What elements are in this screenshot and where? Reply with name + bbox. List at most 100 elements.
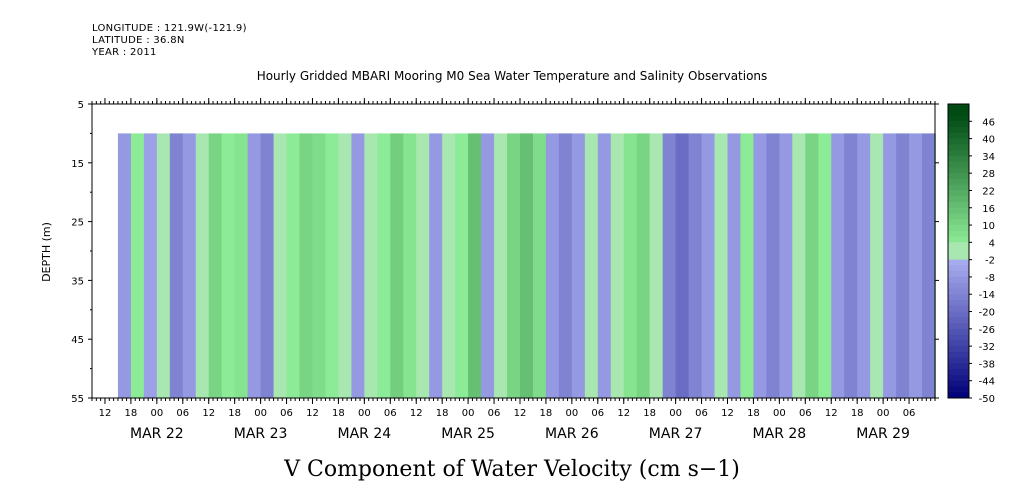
colorbar-band xyxy=(948,265,969,272)
colorbar-band xyxy=(948,127,969,134)
heatmap-column xyxy=(896,133,910,398)
colorbar-label: 28 xyxy=(982,169,995,180)
heatmap-column xyxy=(870,133,884,398)
heatmap-column xyxy=(442,133,456,398)
x-tick-label: 00 xyxy=(669,408,682,419)
colorbar-label: 16 xyxy=(982,204,995,215)
heatmap-column xyxy=(714,133,728,398)
heatmap-column xyxy=(299,133,313,398)
heatmap-column xyxy=(195,133,210,398)
heatmap-column xyxy=(403,133,417,398)
heatmap-column xyxy=(494,133,508,398)
colorbar-band xyxy=(948,219,969,226)
heatmap-column xyxy=(247,133,262,398)
colorbar-band xyxy=(948,225,969,232)
year-label: YEAR : 2011 xyxy=(92,47,157,58)
heatmap-column xyxy=(377,133,391,398)
colorbar: 46 40 34 28 22 16 10 4 -2 -8 -14 -20 -26 -32 -38 -44 -50 xyxy=(947,103,995,405)
colorbar-band xyxy=(948,323,969,330)
colorbar-band xyxy=(948,259,969,266)
colorbar-band xyxy=(948,230,969,237)
heatmap-column xyxy=(169,133,184,398)
x-date-label: MAR 27 xyxy=(649,426,703,442)
colorbar-band xyxy=(948,144,969,151)
x-tick-label: 12 xyxy=(617,408,630,419)
heatmap-column xyxy=(857,133,871,398)
x-tick-label: 00 xyxy=(254,408,267,419)
heatmap-column xyxy=(740,133,754,398)
colorbar-band xyxy=(948,155,969,163)
y-tick-label: 45 xyxy=(71,335,84,346)
heatmap xyxy=(117,133,936,398)
x-tick-label: 12 xyxy=(202,408,215,419)
colorbar-band xyxy=(948,357,969,364)
heatmap-column xyxy=(338,133,352,398)
heatmap-column xyxy=(117,133,132,398)
colorbar-band xyxy=(948,369,969,376)
colorbar-label: 46 xyxy=(982,117,995,128)
heatmap-column xyxy=(208,133,223,398)
colorbar-band xyxy=(948,236,969,243)
heatmap-column xyxy=(766,133,780,398)
heatmap-column xyxy=(351,133,365,398)
colorbar-band xyxy=(948,248,969,255)
x-tick-label: 18 xyxy=(747,408,760,419)
y-tick-label: 35 xyxy=(71,276,84,287)
heatmap-column xyxy=(260,133,275,398)
x-tick-label: 12 xyxy=(306,408,319,419)
x-tick-label: 06 xyxy=(280,408,293,419)
heatmap-column xyxy=(571,133,586,398)
colorbar-label: -38 xyxy=(979,359,995,370)
heatmap-column xyxy=(805,133,819,398)
x-tick-label: 00 xyxy=(462,408,475,419)
colorbar-band xyxy=(948,363,969,370)
colorbar-band xyxy=(948,178,969,186)
longitude-label: LONGITUDE : 121.9W(-121.9) xyxy=(92,23,247,34)
x-tick-label: 00 xyxy=(358,408,371,419)
chart-title: Hourly Gridded MBARI Mooring M0 Sea Wate… xyxy=(257,69,768,83)
x-date-label: MAR 28 xyxy=(753,426,807,442)
colorbar-band xyxy=(948,380,969,387)
colorbar-band xyxy=(948,138,969,145)
y-tick-label: 5 xyxy=(78,100,84,111)
colorbar-label: 22 xyxy=(982,186,995,197)
heatmap-column xyxy=(558,133,573,398)
colorbar-band xyxy=(948,334,969,341)
y-tick-label: 55 xyxy=(71,394,84,405)
colorbar-band xyxy=(948,121,969,128)
heatmap-column xyxy=(688,133,703,398)
colorbar-band xyxy=(948,104,969,111)
colorbar-band xyxy=(948,242,969,249)
heatmap-column xyxy=(130,133,145,398)
colorbar-band xyxy=(948,288,969,295)
x-tick-label: 12 xyxy=(825,408,838,419)
colorbar-label: -26 xyxy=(979,325,995,336)
heatmap-column xyxy=(143,133,158,398)
heatmap-column xyxy=(416,133,430,398)
x-date-label: MAR 29 xyxy=(856,426,910,442)
x-tick-label: 00 xyxy=(877,408,890,419)
colorbar-band xyxy=(948,161,969,168)
x-tick-label: 18 xyxy=(436,408,449,419)
colorbar-label: 4 xyxy=(989,238,995,249)
heatmap-column xyxy=(753,133,767,398)
heatmap-column xyxy=(325,133,339,398)
heatmap-column xyxy=(519,133,534,398)
colorbar-label: 34 xyxy=(982,152,995,163)
colorbar-band xyxy=(948,340,969,347)
colorbar-label: -14 xyxy=(979,290,995,301)
colorbar-band xyxy=(948,184,969,191)
x-tick-label: 18 xyxy=(643,408,656,419)
x-tick-label: 12 xyxy=(410,408,423,419)
colorbar-label: -2 xyxy=(985,256,995,267)
x-tick-label: 06 xyxy=(695,408,708,419)
colorbar-label: 40 xyxy=(982,135,995,146)
y-tick-label: 25 xyxy=(71,218,84,229)
x-date-label: MAR 26 xyxy=(545,426,599,442)
heatmap-column xyxy=(507,133,521,398)
x-tick-label: 12 xyxy=(99,408,112,419)
x-tick-label: 12 xyxy=(514,408,527,419)
colorbar-band xyxy=(948,115,969,122)
x-tick-label: 06 xyxy=(799,408,812,419)
heatmap-column xyxy=(273,133,288,398)
